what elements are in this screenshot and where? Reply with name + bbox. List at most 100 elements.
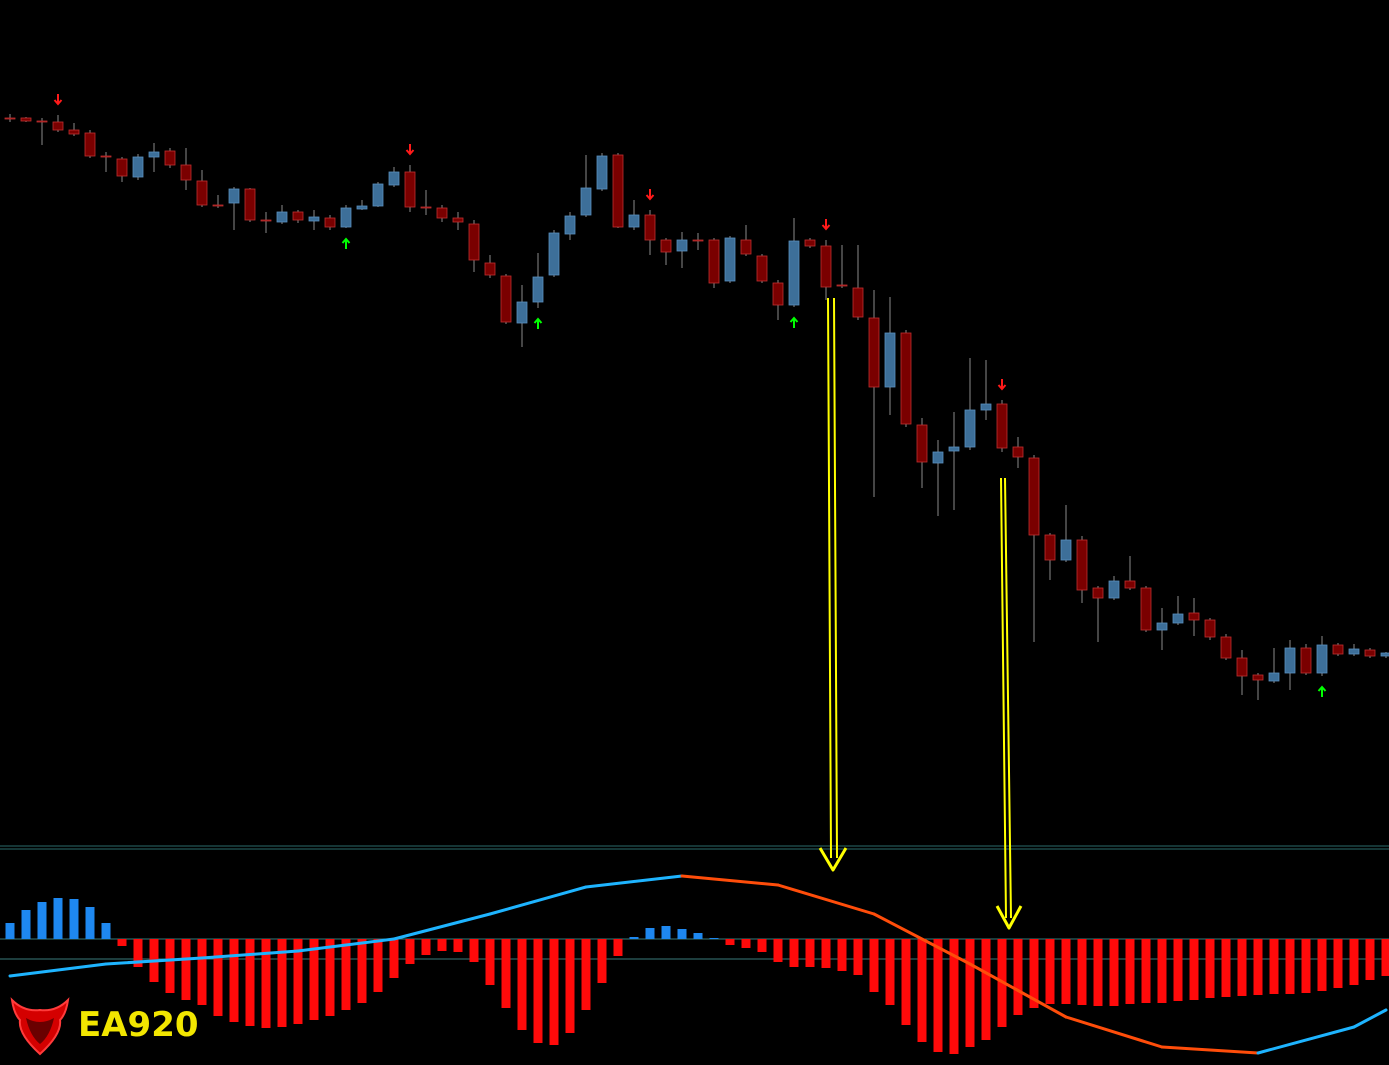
candle-body [1156,622,1168,631]
candle-body [244,188,256,221]
candle-body [452,217,464,223]
histogram-bar [5,923,15,939]
candle-body [116,158,128,177]
candle-body [932,451,944,464]
histogram-bar [821,939,831,968]
histogram-bar [1061,939,1071,1004]
candle-body [804,239,816,247]
signal-line [776,883,876,916]
signal-line [1256,1025,1356,1055]
candle-body [628,214,640,228]
candle-body [180,164,192,181]
candle-body [996,403,1008,449]
candle-body [660,239,672,253]
candle-body [772,282,784,306]
histogram-bar [181,939,191,1000]
candle-body [788,240,800,306]
histogram-bar [325,939,335,1016]
candle-body [756,255,768,282]
histogram-bar [1285,939,1295,994]
histogram-bar [677,929,687,939]
candle-body [1252,674,1264,681]
sell-arrow [53,94,63,106]
signal-line [1352,1008,1388,1029]
histogram-bar [421,939,431,955]
candle-body [1220,636,1232,659]
histogram-bar [1189,939,1199,1000]
candle-body [132,156,144,178]
candle-body [420,206,432,209]
candle-body [404,171,416,208]
signal-line [1160,1045,1260,1055]
annotation-arrow [818,297,1023,930]
candle-body [1284,647,1296,674]
candle-body [100,155,112,158]
candle-body [1348,648,1360,655]
histogram-bar [1125,939,1135,1004]
histogram-bar [965,939,975,1047]
candle-body [1108,580,1120,599]
candle-body [500,275,512,323]
candle-body [708,239,720,284]
histogram-bar [1029,939,1039,1008]
histogram-bar [981,939,991,1040]
signal-line [872,912,972,966]
histogram-bar [1381,939,1389,976]
histogram-bar [1301,939,1311,993]
buy-arrow [341,237,351,249]
sell-arrow [645,189,655,201]
histogram-bar [837,939,847,971]
histogram-bar [1317,939,1327,991]
price-panel [4,94,1389,700]
candle-body [948,446,960,452]
candle-body [388,171,400,186]
histogram-bar [357,939,367,1003]
histogram-bar [725,939,735,945]
histogram-bar [661,926,671,939]
candle-body [1300,647,1312,674]
candle-body [724,237,736,282]
candle-body [1060,539,1072,561]
candle-body [1236,657,1248,677]
histogram-bar [117,939,127,946]
candle-body [1044,534,1056,561]
candle-body [20,117,32,122]
candle-body [1380,652,1389,657]
histogram-bar [469,939,479,962]
histogram-bar [933,939,943,1052]
signal-line [680,874,780,887]
histogram-bar [85,907,95,939]
histogram-bar [229,939,239,1022]
histogram-bar [197,939,207,1005]
histogram-bar [1045,939,1055,1004]
histogram-bar [533,939,543,1043]
signal-line [104,956,204,966]
logo: EA920 [10,997,199,1056]
histogram-bar [949,939,959,1054]
buy-arrow [1317,685,1327,697]
histogram-bar [1093,939,1103,1006]
histogram-bar [1349,939,1359,985]
candle-body [1140,587,1152,631]
candle-body [1092,587,1104,599]
candle-body [580,187,592,216]
histogram-bar [1237,939,1247,996]
histogram-bar [1269,939,1279,994]
candle-body [196,180,208,206]
histogram-bar [133,939,143,967]
histogram-bar [1109,939,1119,1006]
candle-body [612,154,624,228]
candle-body [260,219,272,222]
candle-body [692,239,704,242]
candle-body [916,424,928,463]
candle-body [836,284,848,287]
histogram-bar [37,902,47,939]
histogram-bar [645,928,655,939]
buy-arrow [789,316,799,328]
candle-body [52,121,64,131]
histogram-bar [1077,939,1087,1005]
candle-body [4,117,16,120]
histogram-bar [693,933,703,939]
buy-arrow [533,317,543,329]
